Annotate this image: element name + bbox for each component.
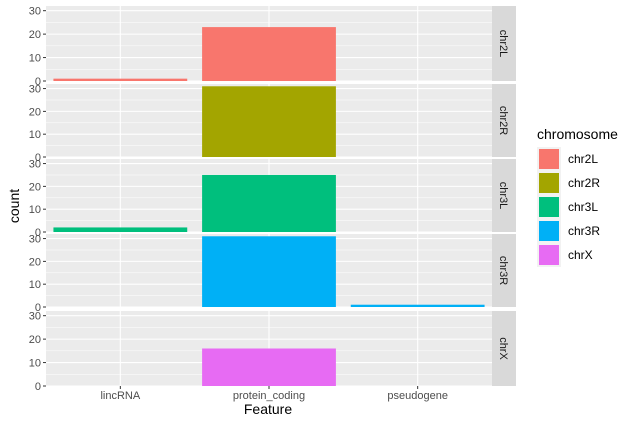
legend-key-chr2L bbox=[539, 149, 559, 169]
bar-chr3R-pseudogene bbox=[350, 304, 485, 307]
facet-panel-chrX: 0 10 20 30 chrX bbox=[29, 311, 516, 393]
bar-chrX-protein_coding bbox=[202, 348, 336, 386]
legend-label-chr2L: chr2L bbox=[568, 152, 598, 166]
facet-strip-label: chr2R bbox=[497, 106, 509, 135]
x-tick-label: pseudogene bbox=[387, 390, 448, 402]
y-tick-label: 30 bbox=[29, 311, 41, 323]
bar-chr3L-lincRNA bbox=[53, 227, 188, 232]
legend-key-chr2R bbox=[539, 173, 559, 193]
legend-label-chrX: chrX bbox=[568, 248, 593, 262]
y-tick-label: 20 bbox=[29, 256, 41, 268]
legend-key-chr3L bbox=[539, 197, 559, 217]
legend-label-chr3L: chr3L bbox=[568, 200, 598, 214]
bar-chr2R-protein_coding bbox=[202, 86, 336, 157]
facet-strip-label: chr3L bbox=[497, 182, 509, 210]
y-tick-label: 10 bbox=[29, 204, 41, 216]
legend-label-chr2R: chr2R bbox=[568, 176, 600, 190]
y-tick-label: 10 bbox=[29, 129, 41, 141]
facet-panel-chr3R: 0 10 20 30 chr3R bbox=[29, 234, 516, 314]
x-axis: lincRNA protein_coding pseudogene bbox=[100, 386, 448, 402]
y-tick-label: 0 bbox=[35, 76, 41, 88]
facet-panels: 0 10 20 30 chr2L 0 10 20 30 chr2R 0 10 20 30 chr3L 0 10 2… bbox=[29, 6, 516, 393]
bar-chr3R-protein_coding bbox=[202, 236, 336, 307]
x-tick-label: protein_coding bbox=[233, 390, 305, 402]
bar-chr3L-protein_coding bbox=[202, 174, 336, 232]
facet-strip bbox=[492, 84, 516, 157]
facet-strip bbox=[492, 311, 516, 386]
y-tick-label: 0 bbox=[35, 302, 41, 314]
legend-key-chr3R bbox=[539, 221, 559, 241]
legend-key-chrX bbox=[539, 245, 559, 265]
y-tick-label: 30 bbox=[29, 234, 41, 246]
y-tick-label: 10 bbox=[29, 279, 41, 291]
bar-chr2L-protein_coding bbox=[202, 27, 336, 81]
y-tick-label: 30 bbox=[29, 159, 41, 171]
legend-label-chr3R: chr3R bbox=[568, 224, 600, 238]
facet-strip-label: chrX bbox=[497, 337, 509, 360]
facet-panel-chr2L: 0 10 20 30 chr2L bbox=[29, 6, 516, 88]
y-tick-label: 0 bbox=[35, 152, 41, 164]
facet-strip bbox=[492, 159, 516, 232]
x-axis-title: Feature bbox=[244, 401, 292, 417]
facet-strip-label: chr3R bbox=[497, 256, 509, 285]
y-tick-label: 20 bbox=[29, 106, 41, 118]
y-tick-label: 20 bbox=[29, 181, 41, 193]
y-tick-label: 20 bbox=[29, 29, 41, 41]
facet-panel-chr3L: 0 10 20 30 chr3L bbox=[29, 159, 516, 239]
facet-panel-chr2R: 0 10 20 30 chr2R bbox=[29, 84, 516, 164]
bar-chr2L-lincRNA bbox=[53, 78, 188, 81]
y-tick-label: 30 bbox=[29, 84, 41, 96]
y-tick-label: 10 bbox=[29, 53, 41, 65]
legend-title: chromosome bbox=[537, 126, 618, 142]
y-tick-label: 20 bbox=[29, 334, 41, 346]
facet-strip-label: chr2L bbox=[497, 30, 509, 58]
facet-strip bbox=[492, 6, 516, 81]
y-tick-label: 0 bbox=[35, 227, 41, 239]
facet-strip bbox=[492, 234, 516, 307]
x-tick-label: lincRNA bbox=[100, 390, 140, 402]
y-tick-label: 30 bbox=[29, 6, 41, 18]
y-tick-label: 10 bbox=[29, 358, 41, 370]
y-tick-label: 0 bbox=[35, 381, 41, 393]
y-axis-title: count bbox=[6, 189, 22, 223]
legend: chromosome chr2L chr2R chr3L chr3R chrX bbox=[537, 126, 618, 267]
